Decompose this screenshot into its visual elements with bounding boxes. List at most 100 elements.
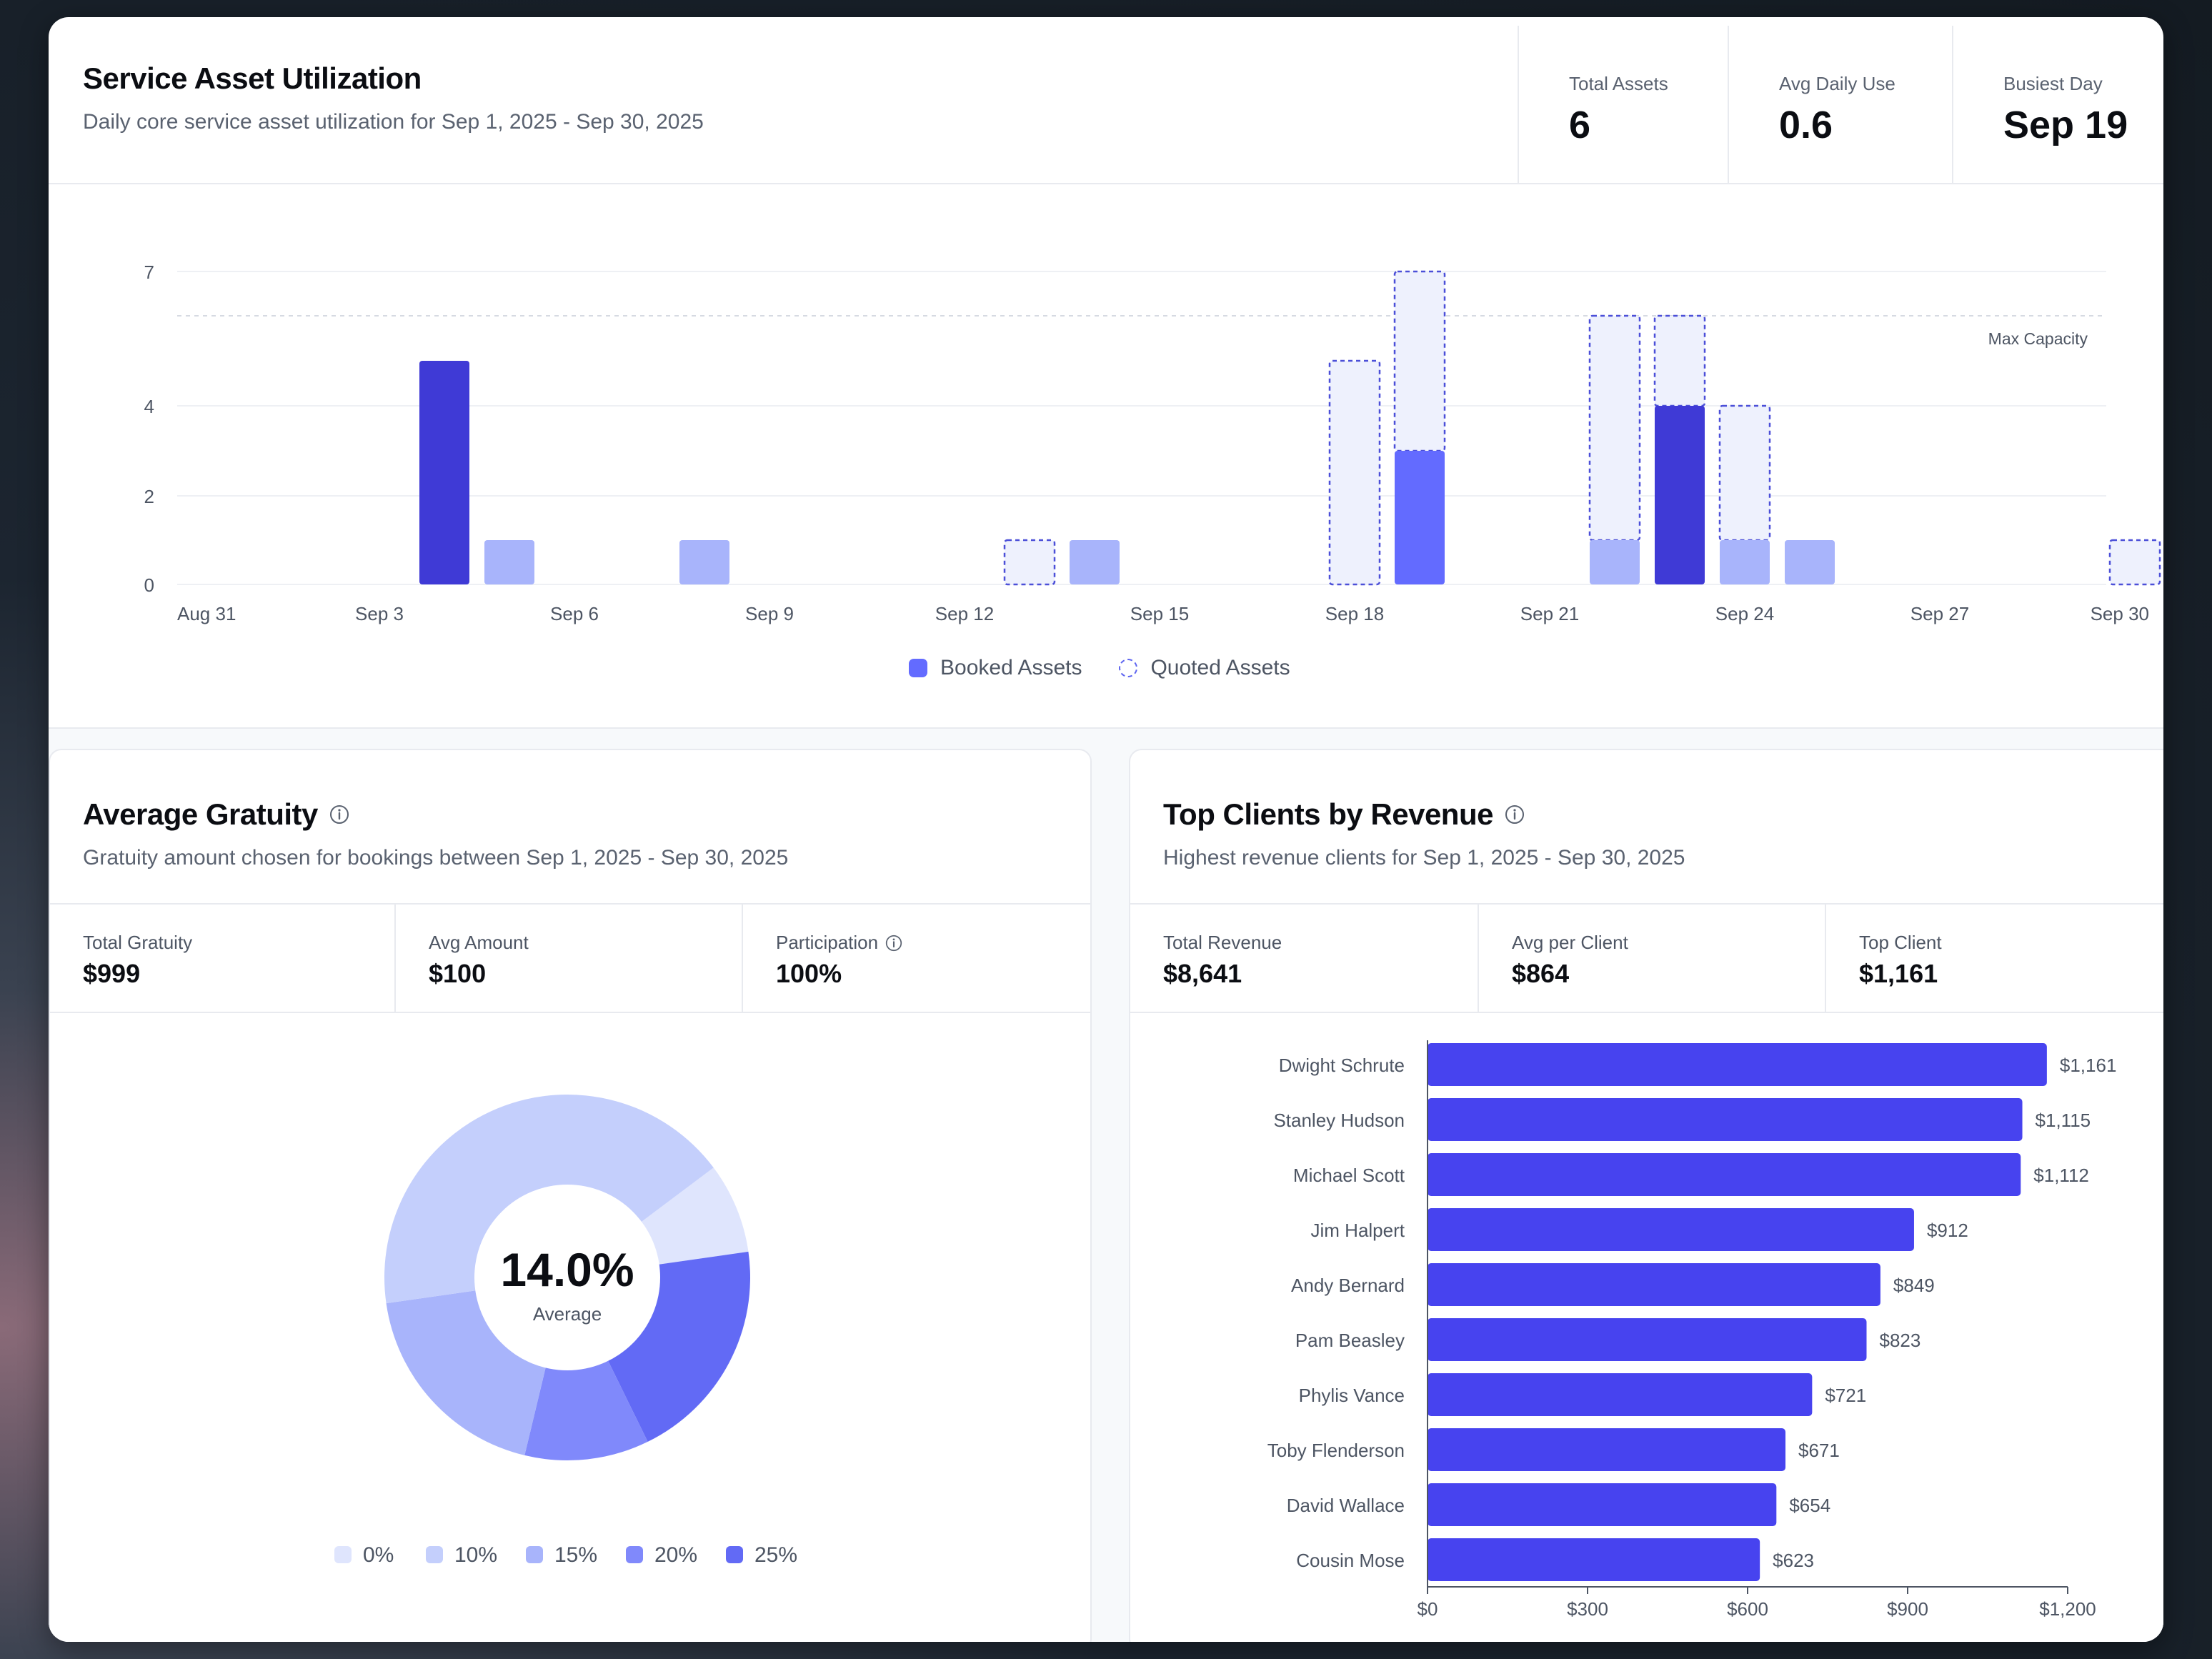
clients-subtitle: Highest revenue clients for Sep 1, 2025 … bbox=[1163, 846, 1685, 870]
x-tick-label: $600 bbox=[1727, 1598, 1768, 1620]
x-tick-label: Sep 6 bbox=[550, 603, 599, 624]
legend-label[interactable]: 10% bbox=[454, 1543, 497, 1567]
client-value-label: $1,112 bbox=[2033, 1165, 2089, 1186]
client-bar[interactable] bbox=[1428, 1428, 1786, 1471]
stat-busiest-day: Busiest Day Sep 19 bbox=[1952, 26, 2163, 183]
booked-bar[interactable] bbox=[1590, 540, 1640, 584]
x-tick-label: Sep 18 bbox=[1325, 603, 1384, 624]
booked-bar[interactable] bbox=[1785, 540, 1835, 584]
booked-bar[interactable] bbox=[679, 540, 729, 584]
info-icon[interactable] bbox=[885, 935, 902, 952]
x-tick-label: $0 bbox=[1418, 1598, 1438, 1620]
x-tick-label: Sep 3 bbox=[355, 603, 404, 624]
booked-bar[interactable] bbox=[1720, 540, 1770, 584]
client-value-label: $1,161 bbox=[2060, 1055, 2117, 1076]
x-tick-label: Sep 15 bbox=[1130, 603, 1189, 624]
client-label: Stanley Hudson bbox=[1273, 1110, 1405, 1131]
x-tick-label: Sep 27 bbox=[1910, 603, 1969, 624]
stat-top-client: Top Client $1,161 bbox=[1825, 905, 2163, 1012]
stat-value: $1,161 bbox=[1859, 959, 1938, 988]
client-label: Phylis Vance bbox=[1299, 1385, 1405, 1406]
client-value-label: $823 bbox=[1880, 1330, 1921, 1351]
booked-bar[interactable] bbox=[1655, 406, 1705, 584]
y-tick-label: 4 bbox=[144, 396, 154, 417]
client-value-label: $654 bbox=[1789, 1495, 1830, 1516]
client-value-label: $1,115 bbox=[2036, 1110, 2091, 1131]
legend-swatch-icon bbox=[334, 1546, 352, 1563]
quoted-bar[interactable] bbox=[1328, 359, 1381, 586]
gratuity-card: Average Gratuity Gratuity amount chosen … bbox=[49, 749, 1092, 1642]
legend-label[interactable]: 0% bbox=[363, 1543, 394, 1567]
x-tick-label: Sep 12 bbox=[935, 603, 994, 624]
donut-slice[interactable] bbox=[524, 1277, 648, 1460]
gratuity-subtitle: Gratuity amount chosen for bookings betw… bbox=[83, 846, 789, 870]
clients-stats: Total Revenue $8,641 Avg per Client $864… bbox=[1130, 903, 2163, 1013]
clients-title: Top Clients by Revenue bbox=[1163, 797, 1525, 832]
legend-booked-label: Booked Assets bbox=[940, 656, 1082, 679]
participation-label: Participation bbox=[776, 932, 879, 953]
x-tick-label: Sep 9 bbox=[745, 603, 794, 624]
stat-value: 6 bbox=[1569, 104, 1591, 146]
x-tick-label: Aug 31 bbox=[177, 603, 236, 624]
x-tick-label: Sep 21 bbox=[1520, 603, 1579, 624]
stat-label: Avg Amount bbox=[429, 932, 529, 953]
stat-value: Sep 19 bbox=[2003, 104, 2128, 146]
client-bar[interactable] bbox=[1428, 1263, 1880, 1306]
client-bar[interactable] bbox=[1428, 1043, 2047, 1086]
stat-participation: Participation 100% bbox=[742, 905, 1092, 1012]
quoted-bar[interactable] bbox=[2108, 539, 2161, 586]
stat-total-revenue: Total Revenue $8,641 bbox=[1130, 905, 1478, 1012]
stat-avg-per-client: Avg per Client $864 bbox=[1478, 905, 1826, 1012]
client-bar[interactable] bbox=[1428, 1098, 2023, 1141]
legend-quoted[interactable]: Quoted Assets bbox=[1119, 656, 1290, 680]
clients-bar-chart: Dwight Schrute $1,161 Stanley Hudson $1,115… bbox=[1267, 1040, 2117, 1620]
client-value-label: $623 bbox=[1773, 1550, 1814, 1571]
legend-swatch-icon bbox=[626, 1546, 643, 1563]
client-bar[interactable] bbox=[1428, 1153, 2021, 1196]
page-title: Service Asset Utilization bbox=[83, 61, 422, 95]
info-icon[interactable] bbox=[1505, 804, 1525, 824]
stat-value: $999 bbox=[83, 959, 141, 988]
quoted-bar[interactable] bbox=[1393, 270, 1446, 452]
quoted-bar[interactable] bbox=[1003, 539, 1056, 586]
clients-card: Top Clients by Revenue Highest revenue c… bbox=[1129, 749, 2163, 1642]
legend-swatch-icon bbox=[726, 1546, 743, 1563]
booked-bar[interactable] bbox=[1070, 540, 1120, 584]
booked-bar[interactable] bbox=[419, 361, 469, 584]
stat-label: Total Gratuity bbox=[83, 932, 193, 953]
client-label: Toby Flenderson bbox=[1267, 1440, 1405, 1461]
stat-label: Busiest Day bbox=[2003, 73, 2103, 94]
gratuity-title: Average Gratuity bbox=[83, 797, 349, 832]
stat-label: Participation bbox=[776, 932, 902, 954]
stat-value: 100% bbox=[776, 959, 842, 988]
stat-label: Avg Daily Use bbox=[1779, 73, 1895, 94]
y-tick-label: 0 bbox=[144, 574, 154, 596]
client-bar[interactable] bbox=[1428, 1208, 1914, 1251]
utilization-header: Service Asset Utilization Daily core ser… bbox=[49, 17, 2163, 184]
client-label: Jim Halpert bbox=[1311, 1220, 1405, 1241]
quoted-bar[interactable] bbox=[1653, 314, 1706, 407]
client-value-label: $671 bbox=[1798, 1440, 1840, 1461]
x-tick-label: $300 bbox=[1567, 1598, 1608, 1620]
client-bar[interactable] bbox=[1428, 1483, 1777, 1526]
booked-bar[interactable] bbox=[484, 540, 534, 584]
dashboard-window: Service Asset Utilization Daily core ser… bbox=[49, 17, 2163, 1642]
utilization-legend: Booked Assets Quoted Assets bbox=[909, 656, 1327, 680]
legend-swatch-icon bbox=[426, 1546, 443, 1563]
legend-label[interactable]: 15% bbox=[554, 1543, 597, 1567]
booked-bar[interactable] bbox=[1395, 451, 1445, 584]
x-tick-label: $1,200 bbox=[2039, 1598, 2096, 1620]
gratuity-donut-chart: 14.0% Average 0% 10% 15% 20% 25% bbox=[334, 1095, 797, 1567]
client-label: Pam Beasley bbox=[1295, 1330, 1405, 1351]
stat-avg-amount: Avg Amount $100 bbox=[394, 905, 743, 1012]
legend-label[interactable]: 20% bbox=[654, 1543, 697, 1567]
client-bar[interactable] bbox=[1428, 1318, 1867, 1361]
quoted-bar[interactable] bbox=[1718, 404, 1771, 542]
client-bar[interactable] bbox=[1428, 1538, 1760, 1581]
client-bar[interactable] bbox=[1428, 1373, 1813, 1416]
legend-label[interactable]: 25% bbox=[754, 1543, 797, 1567]
page-subtitle: Daily core service asset utilization for… bbox=[83, 110, 704, 134]
info-icon[interactable] bbox=[329, 804, 349, 824]
legend-booked[interactable]: Booked Assets bbox=[909, 656, 1082, 680]
quoted-bar[interactable] bbox=[1588, 314, 1641, 542]
